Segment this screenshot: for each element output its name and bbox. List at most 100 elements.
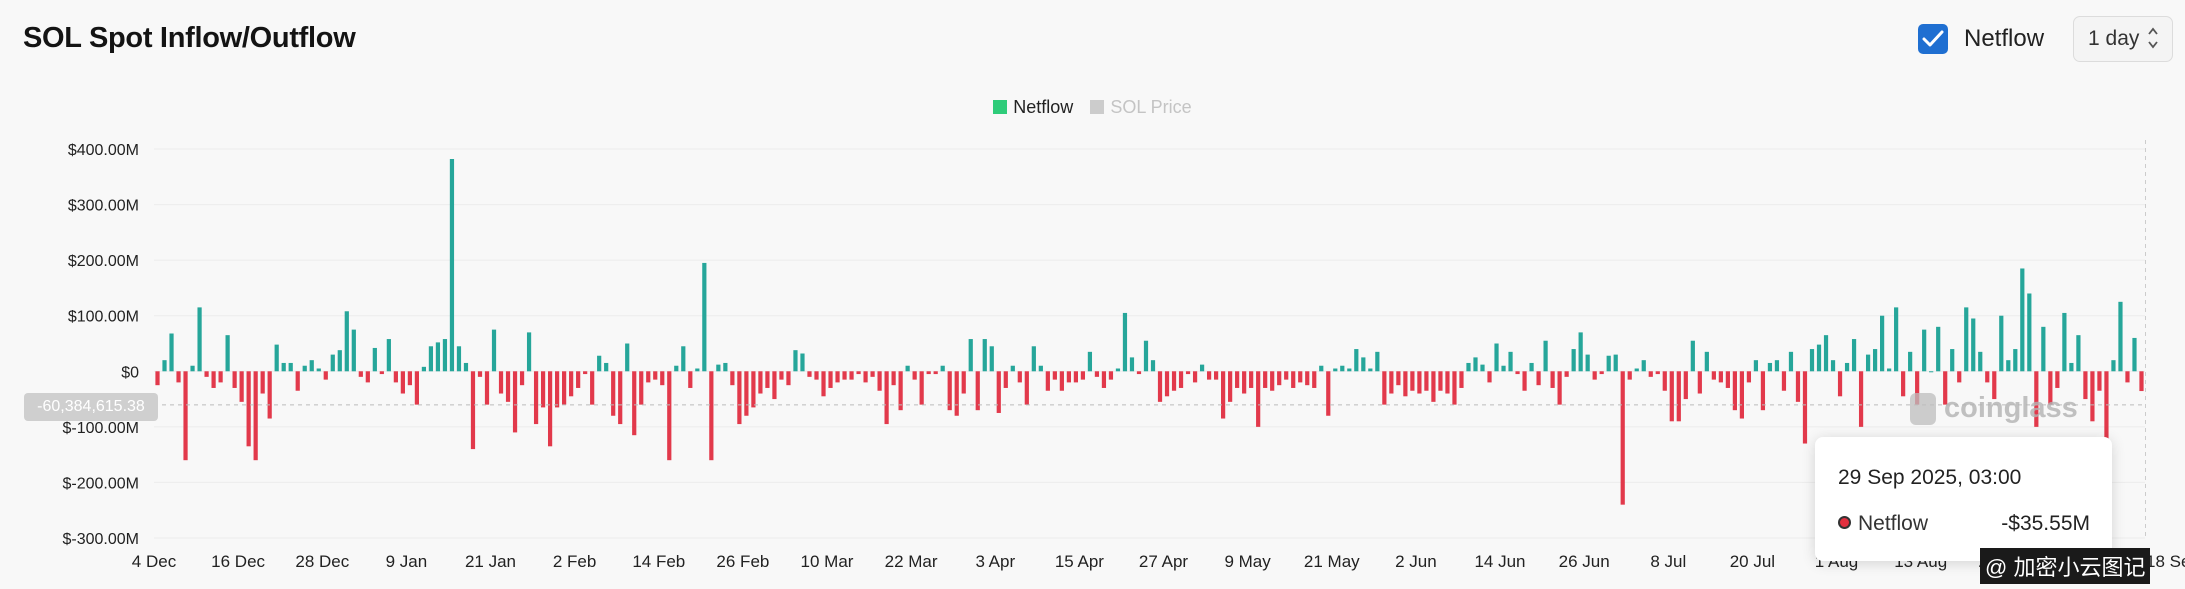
chart-bar[interactable] bbox=[1291, 371, 1296, 388]
chart-bar[interactable] bbox=[1872, 349, 1878, 372]
chart-bar[interactable] bbox=[849, 371, 854, 380]
chart-bar[interactable] bbox=[961, 371, 966, 394]
chart-bar[interactable] bbox=[428, 346, 434, 372]
chart-bar[interactable] bbox=[1641, 360, 1646, 372]
chart-bar[interactable] bbox=[470, 371, 476, 450]
chart-bar[interactable] bbox=[1781, 371, 1787, 391]
chart-bar[interactable] bbox=[1143, 340, 1149, 372]
chart-bar[interactable] bbox=[323, 371, 328, 380]
chart-bar[interactable] bbox=[737, 371, 742, 425]
chart-bar[interactable] bbox=[569, 371, 574, 397]
chart-bar[interactable] bbox=[1305, 371, 1310, 386]
chart-bar[interactable] bbox=[2006, 360, 2011, 372]
chart-bar[interactable] bbox=[1003, 371, 1008, 388]
chart-bar[interactable] bbox=[267, 371, 272, 419]
chart-bar[interactable] bbox=[884, 371, 889, 425]
chart-bar[interactable] bbox=[1830, 360, 1836, 372]
chart-bar[interactable] bbox=[351, 329, 356, 372]
chart-bar[interactable] bbox=[2139, 371, 2144, 392]
chart-bar[interactable] bbox=[1901, 371, 1906, 397]
chart-bar[interactable] bbox=[1922, 329, 1927, 372]
chart-bar[interactable] bbox=[1648, 371, 1653, 377]
chart-bar[interactable] bbox=[821, 371, 826, 397]
chart-bar[interactable] bbox=[1662, 371, 1667, 391]
chart-bar[interactable] bbox=[1214, 371, 1219, 380]
chart-bar[interactable] bbox=[1592, 371, 1597, 380]
chart-bar[interactable] bbox=[1894, 307, 1899, 372]
chart-bar[interactable] bbox=[1263, 371, 1268, 388]
chart-bar[interactable] bbox=[695, 368, 700, 372]
chart-bar[interactable] bbox=[1760, 371, 1766, 411]
chart-bar[interactable] bbox=[1564, 371, 1569, 377]
chart-bar[interactable] bbox=[1767, 362, 1773, 372]
chart-bar[interactable] bbox=[2076, 335, 2081, 372]
chart-bar[interactable] bbox=[477, 371, 483, 377]
legend-item-netflow[interactable]: Netflow bbox=[993, 97, 1073, 118]
chart-bar[interactable] bbox=[1375, 351, 1380, 372]
chart-bar[interactable] bbox=[1627, 371, 1632, 380]
chart-bar[interactable] bbox=[1501, 365, 1506, 372]
chart-bar[interactable] bbox=[1606, 355, 1611, 372]
chart-bar[interactable] bbox=[1136, 371, 1142, 375]
chart-bar[interactable] bbox=[1865, 354, 1871, 372]
chart-bar[interactable] bbox=[2132, 337, 2137, 372]
chart-bar[interactable] bbox=[968, 339, 973, 372]
chart-bar[interactable] bbox=[1732, 371, 1737, 411]
chart-bar[interactable] bbox=[1031, 346, 1036, 372]
chart-bar[interactable] bbox=[1823, 335, 1829, 372]
chart-bar[interactable] bbox=[1473, 357, 1478, 372]
chart-bar[interactable] bbox=[1389, 371, 1394, 394]
chart-bar[interactable] bbox=[176, 371, 181, 383]
chart-bar[interactable] bbox=[1795, 371, 1801, 402]
chart-bar[interactable] bbox=[954, 371, 959, 416]
chart-bar[interactable] bbox=[1620, 371, 1625, 505]
chart-bar[interactable] bbox=[1802, 371, 1808, 444]
chart-bar[interactable] bbox=[1396, 371, 1401, 386]
chart-bar[interactable] bbox=[337, 350, 342, 372]
chart-bar[interactable] bbox=[1115, 368, 1121, 372]
chart-bar[interactable] bbox=[1249, 371, 1254, 388]
chart-bar[interactable] bbox=[1711, 371, 1716, 380]
chart-bar[interactable] bbox=[456, 346, 462, 372]
chart-bar[interactable] bbox=[1403, 371, 1408, 397]
chart-bar[interactable] bbox=[2104, 371, 2109, 477]
chart-bar[interactable] bbox=[1957, 371, 1962, 383]
chart-bar[interactable] bbox=[1185, 371, 1191, 375]
chart-bar[interactable] bbox=[947, 371, 952, 411]
chart-bar[interactable] bbox=[1494, 343, 1499, 372]
chart-bar[interactable] bbox=[1073, 371, 1078, 383]
chart-bar[interactable] bbox=[1809, 349, 1815, 372]
chart-bar[interactable] bbox=[898, 371, 903, 411]
chart-bar[interactable] bbox=[1312, 371, 1317, 388]
chart-bar[interactable] bbox=[344, 311, 349, 372]
chart-bar[interactable] bbox=[1466, 362, 1471, 372]
chart-bar[interactable] bbox=[709, 371, 714, 461]
chart-bar[interactable] bbox=[611, 371, 616, 416]
chart-bar[interactable] bbox=[590, 371, 595, 405]
chart-bar[interactable] bbox=[688, 371, 693, 388]
chart-bar[interactable] bbox=[1052, 371, 1057, 380]
chart-bar[interactable] bbox=[1228, 371, 1233, 402]
chart-bar[interactable] bbox=[702, 262, 707, 372]
chart-bar[interactable] bbox=[583, 371, 588, 375]
chart-bar[interactable] bbox=[2111, 360, 2116, 372]
chart-bar[interactable] bbox=[372, 347, 377, 372]
chart-bar[interactable] bbox=[1059, 371, 1064, 391]
chart-bar[interactable] bbox=[260, 371, 265, 394]
chart-bar[interactable] bbox=[1936, 326, 1941, 372]
chart-bar[interactable] bbox=[2090, 371, 2095, 422]
chart-bar[interactable] bbox=[1178, 371, 1184, 388]
chart-bar[interactable] bbox=[1199, 364, 1205, 372]
chart-bar[interactable] bbox=[330, 354, 335, 372]
chart-bar[interactable] bbox=[1788, 351, 1794, 372]
chart-bar[interactable] bbox=[421, 366, 427, 372]
chart-bar[interactable] bbox=[653, 371, 658, 380]
chart-bar[interactable] bbox=[1634, 368, 1639, 372]
chart-bar[interactable] bbox=[800, 353, 805, 372]
chart-bar[interactable] bbox=[1235, 371, 1240, 388]
chart-bar[interactable] bbox=[1704, 351, 1709, 372]
chart-bar[interactable] bbox=[1431, 371, 1436, 402]
chart-bar[interactable] bbox=[2048, 371, 2053, 405]
chart-bar[interactable] bbox=[1256, 371, 1261, 427]
chart-bar[interactable] bbox=[912, 371, 917, 380]
